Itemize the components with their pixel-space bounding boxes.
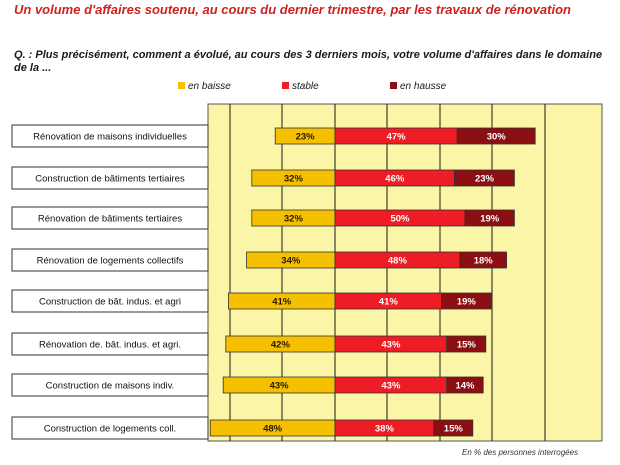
data-label-stable-5: 43% [381, 340, 401, 351]
legend-swatch-stable [282, 82, 289, 89]
data-label-baisse-1: 32% [284, 174, 304, 185]
data-label-stable-2: 50% [390, 214, 410, 225]
category-label-2: Rénovation de bâtiments tertiaires [38, 214, 182, 225]
data-label-baisse-5: 42% [271, 340, 291, 351]
bar-hausse-6 [446, 376, 484, 394]
data-label-stable-3: 48% [388, 256, 408, 267]
category-label-box-1 [11, 166, 209, 190]
bar-hausse-2 [464, 209, 515, 227]
legend-swatch-hausse [390, 82, 397, 89]
data-label-baisse-0: 23% [296, 132, 316, 143]
data-label-stable-0: 47% [387, 132, 407, 143]
data-label-baisse-4: 41% [272, 297, 292, 308]
legend: en baisse stable en hausse [178, 80, 478, 94]
data-label-hausse-5: 15% [457, 340, 477, 351]
bar-hausse-3 [459, 251, 507, 269]
bar-hausse-0 [456, 127, 536, 145]
category-label-box-5 [11, 332, 209, 356]
category-label-6: Construction de maisons indiv. [46, 381, 175, 392]
category-label-4: Construction de bât. indus. et agri [39, 297, 181, 308]
bar-hausse-4 [441, 292, 492, 310]
footnote: En % des personnes interrogées [462, 448, 579, 457]
legend-label-hausse: en hausse [400, 81, 447, 92]
legend-label-baisse: en baisse [188, 81, 231, 92]
category-label-5: Rénovation de. bât. indus. et agri. [39, 340, 181, 351]
category-label-box-4 [11, 289, 209, 313]
legend-label-stable: stable [292, 81, 319, 92]
data-label-baisse-7: 48% [263, 424, 283, 435]
category-label-box-7 [11, 416, 209, 440]
bar-hausse-5 [446, 335, 487, 353]
data-label-baisse-3: 34% [281, 256, 301, 267]
category-label-1: Construction de bâtiments tertiaires [35, 174, 185, 185]
category-label-box-0 [11, 124, 209, 148]
data-label-stable-4: 41% [379, 297, 399, 308]
legend-item-baisse: en baisse [178, 80, 231, 94]
legend-swatch-baisse [178, 82, 185, 89]
category-label-0: Rénovation de maisons individuelles [33, 132, 187, 143]
chart-title: Un volume d'affaires soutenu, au cours d… [14, 2, 571, 17]
question-text: Q. : Plus précisément, comment a évolué,… [14, 49, 603, 74]
legend-item-hausse: en hausse [390, 80, 446, 94]
data-label-hausse-4: 19% [457, 297, 477, 308]
data-label-stable-7: 38% [375, 424, 395, 435]
legend-item-stable: stable [282, 80, 319, 94]
data-label-hausse-1: 23% [475, 174, 495, 185]
data-label-hausse-0: 30% [487, 132, 507, 143]
category-label-box-6 [11, 373, 209, 397]
data-label-hausse-2: 19% [480, 214, 500, 225]
bar-hausse-7 [433, 419, 474, 437]
data-label-baisse-2: 32% [284, 214, 304, 225]
data-label-baisse-6: 43% [270, 381, 290, 392]
category-label-box-2 [11, 206, 209, 230]
data-label-hausse-7: 15% [444, 424, 464, 435]
data-label-hausse-6: 14% [455, 381, 475, 392]
category-label-box-3 [11, 248, 209, 272]
category-label-7: Construction de logements coll. [44, 424, 177, 435]
data-label-stable-6: 43% [381, 381, 401, 392]
data-label-hausse-3: 18% [474, 256, 494, 267]
category-label-3: Rénovation de logements collectifs [37, 256, 184, 267]
bar-hausse-1 [454, 169, 515, 187]
data-label-stable-1: 46% [385, 174, 405, 185]
